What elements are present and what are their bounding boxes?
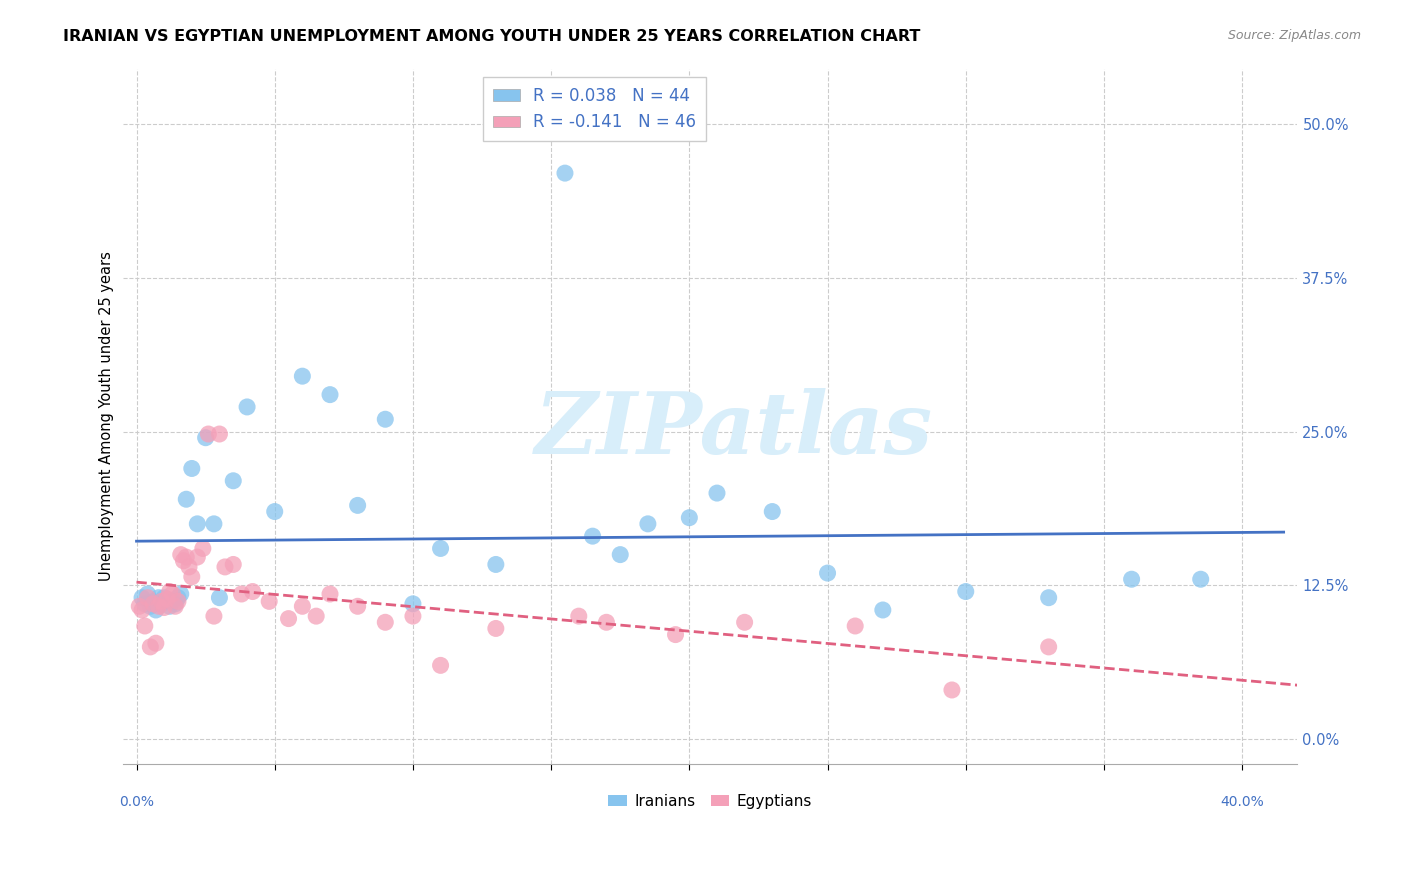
- Point: [817, 566, 839, 580]
- Point: [136, 591, 159, 605]
- Point: [257, 594, 280, 608]
- Point: [186, 516, 208, 531]
- Point: [202, 516, 225, 531]
- Point: [142, 594, 165, 608]
- Point: [263, 504, 285, 518]
- Point: [761, 504, 783, 518]
- Point: [131, 603, 153, 617]
- Point: [174, 550, 197, 565]
- Point: [167, 591, 190, 605]
- Point: [1038, 640, 1060, 654]
- Point: [214, 560, 236, 574]
- Point: [609, 548, 631, 562]
- Point: [134, 597, 156, 611]
- Point: [1038, 591, 1060, 605]
- Point: [173, 554, 195, 568]
- Point: [231, 587, 253, 601]
- Text: 40.0%: 40.0%: [1220, 795, 1264, 808]
- Point: [236, 400, 259, 414]
- Point: [139, 599, 162, 614]
- Point: [159, 584, 181, 599]
- Point: [170, 548, 193, 562]
- Text: IRANIAN VS EGYPTIAN UNEMPLOYMENT AMONG YOUTH UNDER 25 YEARS CORRELATION CHART: IRANIAN VS EGYPTIAN UNEMPLOYMENT AMONG Y…: [63, 29, 921, 44]
- Point: [145, 636, 167, 650]
- Point: [202, 609, 225, 624]
- Point: [197, 427, 219, 442]
- Point: [346, 599, 368, 614]
- Point: [242, 584, 264, 599]
- Point: [194, 431, 217, 445]
- Point: [1189, 572, 1212, 586]
- Point: [153, 591, 176, 605]
- Text: 0.0%: 0.0%: [120, 795, 155, 808]
- Point: [191, 541, 214, 556]
- Point: [148, 599, 170, 614]
- Point: [145, 603, 167, 617]
- Point: [142, 597, 165, 611]
- Point: [222, 474, 245, 488]
- Point: [208, 591, 231, 605]
- Point: [429, 658, 451, 673]
- Point: [554, 166, 576, 180]
- Point: [305, 609, 328, 624]
- Text: ZIPatlas: ZIPatlas: [534, 388, 932, 472]
- Point: [148, 591, 170, 605]
- Point: [177, 560, 200, 574]
- Point: [374, 615, 396, 630]
- Point: [150, 597, 173, 611]
- Point: [872, 603, 894, 617]
- Point: [128, 599, 150, 614]
- Legend: Iranians, Egyptians: Iranians, Egyptians: [602, 788, 818, 815]
- Point: [153, 600, 176, 615]
- Point: [222, 558, 245, 572]
- Point: [637, 516, 659, 531]
- Point: [706, 486, 728, 500]
- Point: [678, 510, 700, 524]
- Point: [568, 609, 591, 624]
- Point: [374, 412, 396, 426]
- Point: [131, 591, 153, 605]
- Point: [139, 640, 162, 654]
- Point: [150, 594, 173, 608]
- Point: [167, 594, 190, 608]
- Point: [165, 597, 187, 611]
- Point: [485, 558, 508, 572]
- Point: [402, 609, 425, 624]
- Point: [734, 615, 756, 630]
- Point: [162, 594, 184, 608]
- Point: [429, 541, 451, 556]
- Point: [664, 627, 686, 641]
- Point: [159, 599, 181, 614]
- Point: [136, 587, 159, 601]
- Text: Source: ZipAtlas.com: Source: ZipAtlas.com: [1227, 29, 1361, 42]
- Point: [844, 619, 866, 633]
- Point: [485, 622, 508, 636]
- Point: [156, 591, 179, 606]
- Point: [955, 584, 977, 599]
- Y-axis label: Unemployment Among Youth under 25 years: Unemployment Among Youth under 25 years: [100, 252, 114, 581]
- Point: [165, 599, 187, 614]
- Point: [291, 599, 314, 614]
- Point: [170, 587, 193, 601]
- Point: [174, 492, 197, 507]
- Point: [346, 499, 368, 513]
- Point: [581, 529, 603, 543]
- Point: [208, 427, 231, 442]
- Point: [941, 683, 963, 698]
- Point: [162, 587, 184, 601]
- Point: [180, 570, 202, 584]
- Point: [319, 587, 342, 601]
- Point: [180, 461, 202, 475]
- Point: [319, 387, 342, 401]
- Point: [277, 612, 299, 626]
- Point: [156, 593, 179, 607]
- Point: [595, 615, 617, 630]
- Point: [1121, 572, 1143, 586]
- Point: [291, 369, 314, 384]
- Point: [186, 550, 208, 565]
- Point: [402, 597, 425, 611]
- Point: [134, 619, 156, 633]
